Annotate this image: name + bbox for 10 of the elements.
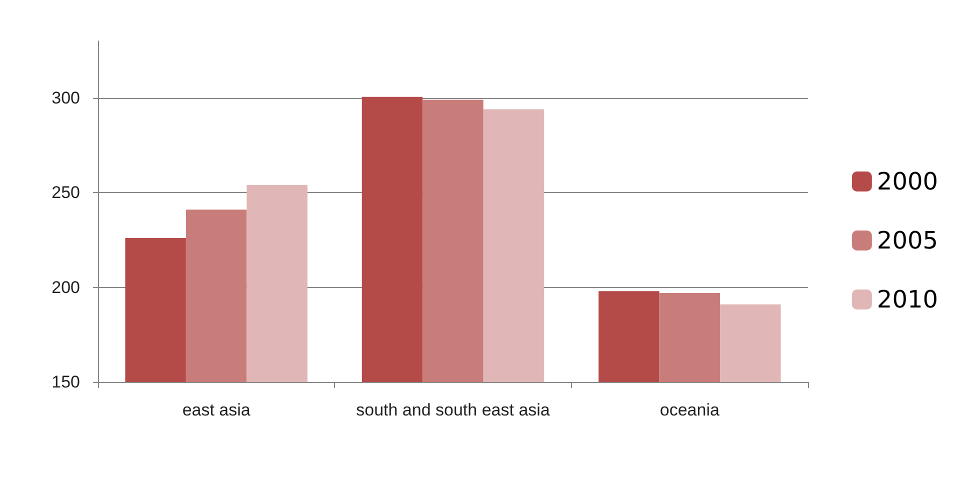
legend-label: 2010	[876, 286, 938, 314]
legend-label: 2005	[876, 226, 938, 254]
x-tick-label: oceania	[660, 400, 720, 420]
y-tick-label: 300	[52, 88, 80, 108]
legend-label: 2000	[876, 168, 938, 196]
y-tick-label: 250	[52, 183, 80, 202]
y-tick-label: 150	[52, 372, 80, 392]
x-tick-label: east asia	[182, 400, 251, 420]
x-tick-label: south and south east asia	[356, 400, 550, 420]
y-tick-label: 200	[52, 278, 80, 297]
